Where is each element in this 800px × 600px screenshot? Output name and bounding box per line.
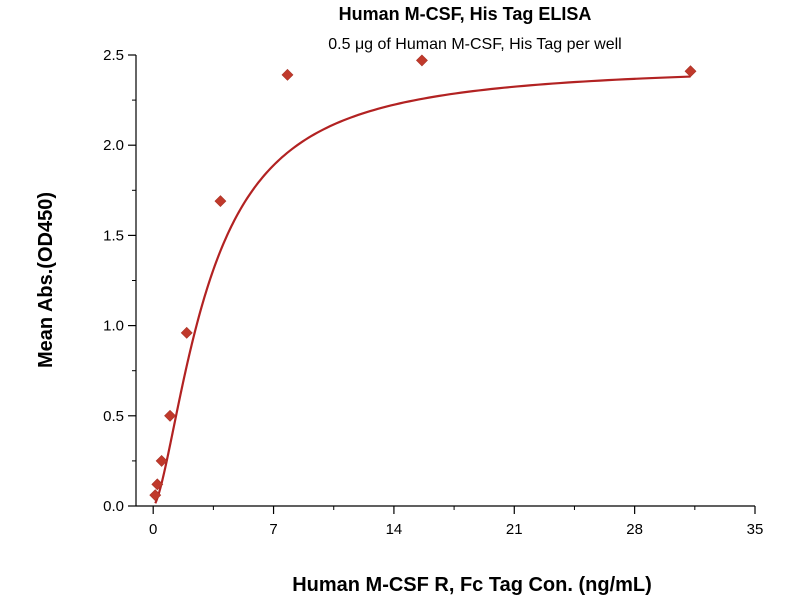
data-point-marker [180, 326, 193, 339]
data-point-marker [684, 65, 697, 78]
data-point-marker [214, 195, 227, 208]
data-point-marker [416, 54, 428, 67]
x-tick-label: 28 [626, 521, 643, 538]
fit-curve-layer [154, 75, 691, 504]
chart-title: Human M-CSF, His Tag ELISA [339, 4, 592, 24]
x-tick-label: 35 [747, 521, 764, 538]
y-tick-label: 1.0 [103, 318, 124, 335]
fit-curve [154, 75, 691, 504]
x-tick-label: 0 [149, 521, 157, 538]
data-points [149, 54, 697, 502]
y-tick-label: 0.5 [103, 408, 124, 425]
x-tick-label: 7 [269, 521, 277, 538]
data-point-marker [151, 478, 164, 491]
x-tick-label: 21 [506, 521, 523, 538]
x-axis-label: Human M-CSF R, Fc Tag Con. (ng/mL) [292, 574, 652, 596]
x-tick-label: 14 [386, 521, 403, 538]
data-point-marker [281, 68, 294, 81]
chart-subtitle: 0.5 μg of Human M-CSF, His Tag per well [328, 36, 621, 53]
y-axis-label: Mean Abs.(OD450) [35, 192, 57, 368]
data-point-marker [149, 489, 162, 502]
y-tick-label: 1.5 [103, 227, 124, 244]
data-point-marker [155, 454, 168, 467]
y-tick-label: 0.0 [103, 498, 124, 515]
y-tick-label: 2.0 [103, 137, 124, 154]
axes: 0.0 0.5 1.0 1.5 2.0 2.5 0 7 14 21 28 35 [103, 47, 763, 538]
y-tick-label: 2.5 [103, 47, 124, 64]
data-point-marker [164, 409, 176, 422]
